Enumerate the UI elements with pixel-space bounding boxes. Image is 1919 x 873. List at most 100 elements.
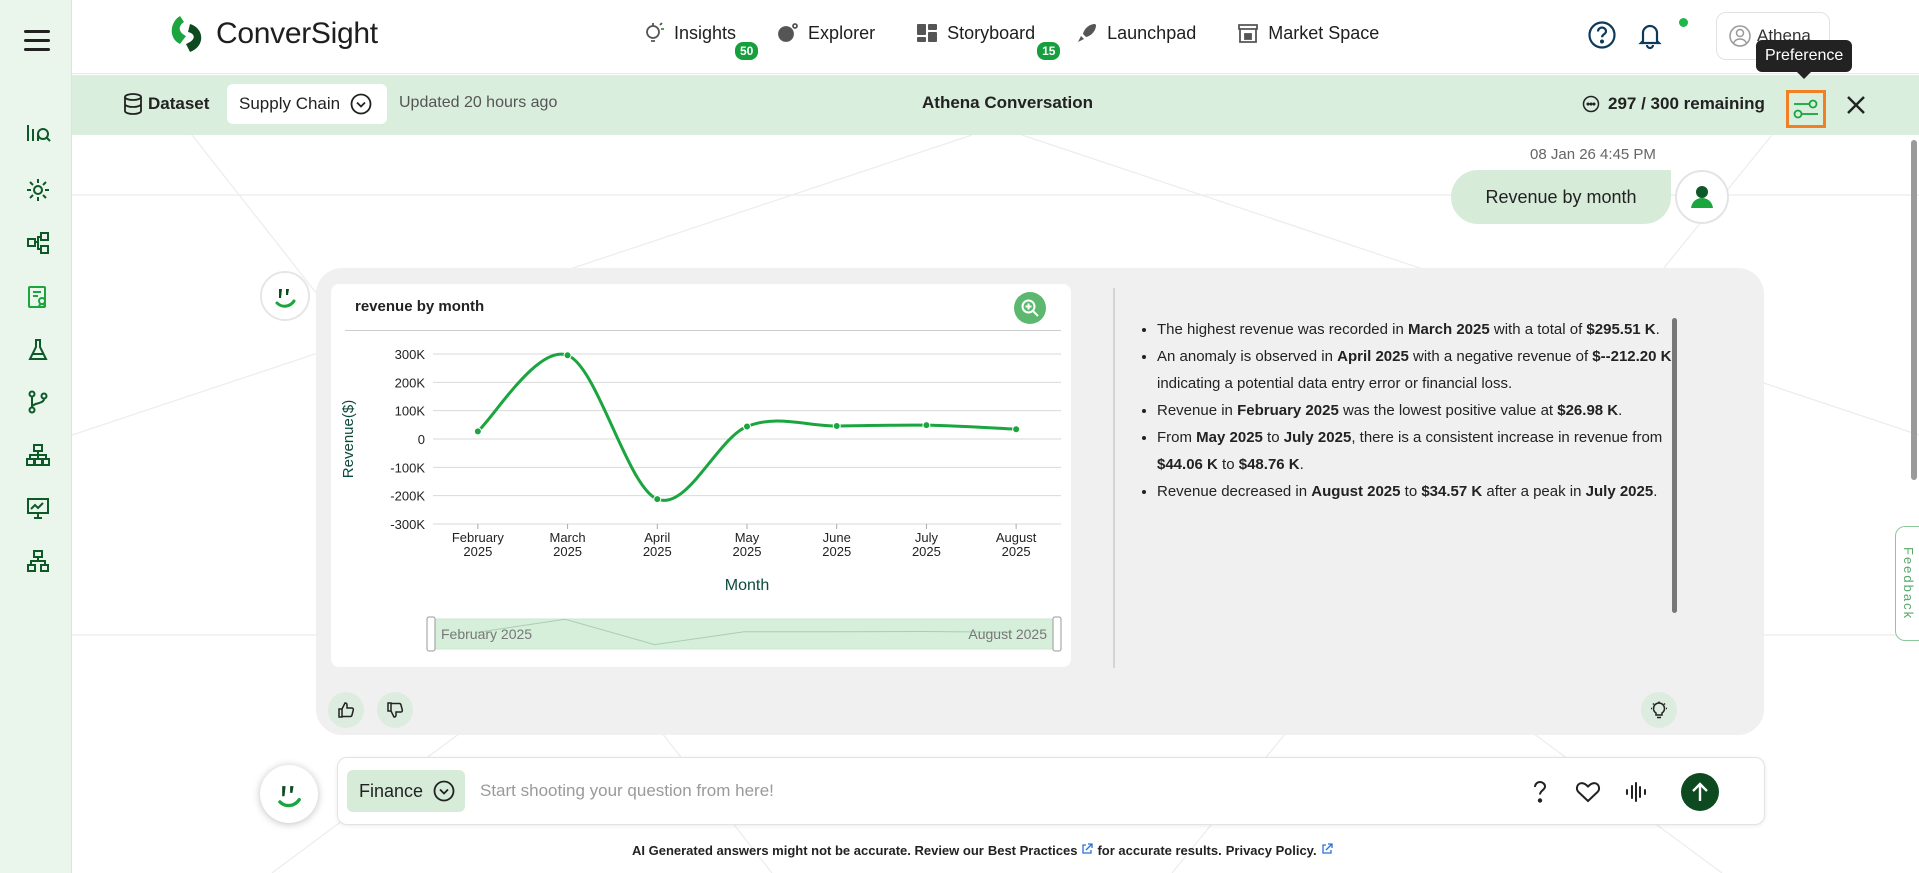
voice-waveform-icon[interactable] [1621, 777, 1651, 807]
insight-highlight: $26.98 K [1557, 402, 1619, 419]
store-icon [1238, 24, 1259, 43]
logo-mark-icon [166, 14, 210, 54]
arrow-up-icon [1692, 782, 1708, 801]
x-tick-label-year: 2025 [553, 544, 582, 559]
thumbs-down-button[interactable] [377, 692, 413, 728]
x-tick-label: April [644, 530, 670, 545]
y-tick-label: 300K [395, 347, 426, 362]
hierarchy-icon[interactable] [23, 228, 53, 258]
privacy-policy-link[interactable]: Privacy Policy. [1225, 843, 1317, 858]
insight-item: Revenue decreased in August 2025 to $34.… [1157, 478, 1679, 505]
insight-highlight: August 2025 [1311, 483, 1401, 500]
sitemap-icon[interactable] [23, 546, 53, 576]
help-question-icon[interactable] [1525, 777, 1555, 807]
nav-explorer[interactable]: Explorer [776, 18, 875, 48]
bot-avatar [260, 271, 310, 321]
favorite-heart-icon[interactable] [1573, 777, 1603, 807]
x-tick-label-year: 2025 [463, 544, 492, 559]
data-point [653, 495, 662, 504]
branch-icon[interactable] [23, 387, 53, 417]
chevron-down-icon [350, 93, 372, 115]
x-tick-label: June [823, 530, 851, 545]
insight-highlight: $48.76 K [1238, 456, 1300, 473]
insight-text: with a negative revenue of [1408, 348, 1593, 365]
x-tick-label: August [996, 530, 1037, 545]
data-point [563, 351, 572, 360]
preference-button[interactable] [1786, 90, 1826, 128]
x-tick-label-year: 2025 [643, 544, 672, 559]
insight-highlight: February 2025 [1237, 402, 1339, 419]
insight-scrollbar[interactable] [1672, 318, 1677, 613]
revenue-line-chart[interactable]: 300K200K100K0-100K-200K-300KFebruary2025… [331, 284, 1071, 667]
close-icon[interactable] [1844, 93, 1868, 117]
report-icon[interactable] [23, 282, 53, 312]
rocket-icon [1078, 24, 1097, 42]
page-scrollbar[interactable] [1911, 140, 1917, 480]
x-axis-label: Month [725, 577, 769, 594]
user-person-icon [1691, 186, 1713, 208]
thumbs-up-button[interactable] [328, 692, 364, 728]
bot-face-icon [275, 289, 296, 308]
help-icon[interactable] [1587, 20, 1617, 50]
nav-label: Insights [674, 22, 737, 43]
y-tick-label: -100K [390, 460, 425, 475]
hamburger-menu-icon[interactable] [24, 30, 50, 52]
nav-market-space[interactable]: Market Space [1236, 18, 1379, 48]
feedback-tab[interactable]: Feedback [1895, 526, 1919, 641]
insight-text: to [1217, 456, 1239, 473]
external-link-icon [1321, 843, 1333, 854]
insight-highlight: $44.06 K [1157, 456, 1218, 473]
org-chart-icon[interactable] [23, 440, 53, 470]
insight-text: An anomaly is observed in [1157, 348, 1338, 365]
insight-text: . [1618, 402, 1623, 419]
question-input[interactable] [480, 773, 1380, 809]
domain-select[interactable]: Finance [347, 770, 465, 812]
settings-gear-icon[interactable] [23, 175, 53, 205]
nav-insights[interactable]: Insights 50 [642, 18, 759, 60]
user-message-bubble: Revenue by month [1451, 170, 1671, 224]
nav-label: Storyboard [947, 22, 1036, 43]
x-tick-label-year: 2025 [822, 544, 851, 559]
zoom-in-button[interactable] [1014, 292, 1046, 324]
nav-storyboard[interactable]: Storyboard 15 [915, 18, 1061, 60]
insight-summary: The highest revenue was recorded in Marc… [1139, 316, 1679, 505]
suggestion-button[interactable] [1641, 692, 1677, 728]
notification-bell-icon[interactable] [1635, 20, 1665, 50]
nav-launchpad[interactable]: Launchpad [1075, 18, 1196, 48]
nav-label: Launchpad [1107, 22, 1197, 43]
dataset-select[interactable]: Supply Chain [227, 84, 387, 124]
insight-text: Revenue decreased in [1157, 483, 1312, 500]
external-link-icon [1082, 843, 1094, 854]
database-icon [124, 93, 142, 115]
disclaimer-text: AI Generated answers might not be accura… [632, 843, 984, 858]
range-slider-preview [475, 618, 1013, 646]
insight-highlight: April 2025 [1337, 348, 1409, 365]
range-slider-start-handle[interactable] [426, 616, 436, 652]
dataset-label: Dataset [122, 92, 209, 116]
y-axis-label: Revenue($) [340, 400, 357, 478]
y-tick-label: 200K [395, 375, 426, 390]
notification-dot [1679, 18, 1688, 27]
conversight-logo[interactable]: ConverSight [166, 14, 378, 54]
x-tick-label-year: 2025 [1002, 544, 1031, 559]
insight-highlight: May 2025 [1196, 429, 1263, 446]
x-tick-label: July [915, 530, 939, 545]
chart-title: revenue by month [355, 298, 485, 315]
lab-flask-icon[interactable] [23, 335, 53, 365]
range-slider-end-handle[interactable] [1052, 616, 1062, 652]
insight-highlight: $295.51 K [1586, 321, 1656, 338]
insight-text: Revenue in [1157, 402, 1238, 419]
send-button[interactable] [1681, 773, 1719, 811]
question-input-box: Finance [337, 757, 1765, 825]
insight-text: was the lowest positive value at [1338, 402, 1558, 419]
remaining-text: 297 / 300 remaining [1608, 94, 1765, 113]
data-search-icon[interactable] [23, 117, 53, 147]
preference-tooltip: Preference [1756, 40, 1853, 79]
best-practices-link[interactable]: Best Practices [987, 843, 1078, 858]
insight-text: to [1262, 429, 1284, 446]
insight-text: , there is a consistent increase in reve… [1351, 429, 1663, 446]
insight-highlight: July 2025 [1283, 429, 1352, 446]
insight-highlight: $34.57 K [1421, 483, 1483, 500]
y-tick-label: -300K [390, 517, 425, 532]
presentation-chart-icon[interactable] [23, 493, 53, 523]
